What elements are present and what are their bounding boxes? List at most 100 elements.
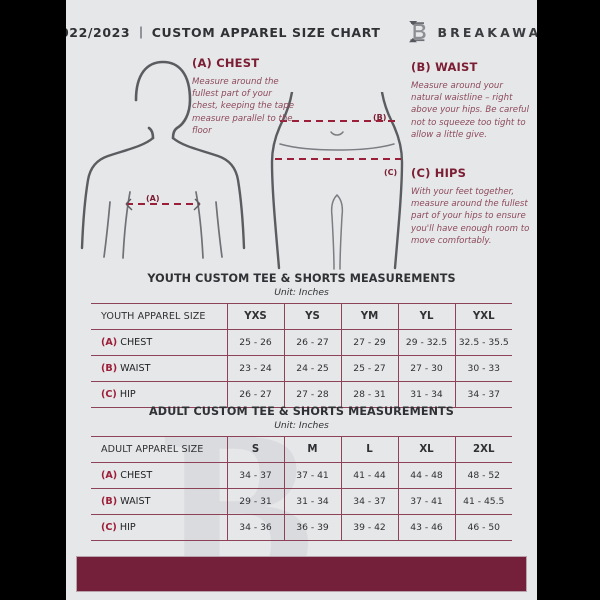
- adult-size-col-1: M: [283, 436, 341, 463]
- youth-chest-ym: 27 - 29: [340, 329, 398, 356]
- row-name: HIP: [116, 522, 136, 533]
- youth-size-col-1: YS: [283, 303, 341, 330]
- row-tag: (B): [101, 363, 118, 374]
- table-row: (B) WAIST 29 - 31 31 - 34 34 - 37 37 - 4…: [91, 488, 512, 515]
- table-row: (A) CHEST 34 - 37 37 - 41 41 - 44 44 - 4…: [91, 462, 512, 489]
- season-label: 2022/2023: [66, 24, 131, 40]
- row-name: CHEST: [117, 470, 153, 481]
- table-row: (C) HIP 34 - 36 36 - 39 39 - 42 43 - 46 …: [91, 514, 512, 541]
- youth-waist-yl: 27 - 30: [397, 355, 455, 382]
- adult-row-label-hip: (C) HIP: [91, 514, 227, 541]
- youth-row-label-waist: (B) WAIST: [91, 355, 227, 382]
- adult-hip-2xl: 46 - 50: [454, 514, 512, 541]
- breakaway-b-monogram-icon: [408, 21, 426, 43]
- adult-size-col-4: 2XL: [454, 436, 512, 463]
- youth-waist-yxl: 30 - 33: [454, 355, 512, 382]
- youth-waist-ym: 25 - 27: [340, 355, 398, 382]
- youth-waist-yxs: 23 - 24: [226, 355, 284, 382]
- callout-hips-heading: (C) HIPS: [411, 166, 467, 180]
- adult-waist-s: 29 - 31: [226, 488, 284, 515]
- row-tag: (A): [101, 337, 118, 348]
- youth-hip-yxl: 34 - 37: [454, 381, 512, 408]
- callout-chest-body: Measure around the fullest part of your …: [192, 77, 295, 136]
- youth-chest-yxl: 32.5 - 35.5: [454, 329, 512, 356]
- brand-name: BREAKAWAY: [437, 24, 537, 40]
- adult-chest-xl: 44 - 48: [397, 462, 455, 489]
- adult-chest-m: 37 - 41: [283, 462, 341, 489]
- callout-waist-body: Measure around your natural waistline – …: [411, 81, 529, 140]
- adult-size-table: ADULT APPAREL SIZE S M L XL 2XL (A) CHES…: [91, 436, 512, 541]
- table-header-row: ADULT APPAREL SIZE S M L XL 2XL: [91, 436, 512, 463]
- youth-table-title: YOUTH CUSTOM TEE & SHORTS MEASUREMENTS: [147, 272, 456, 285]
- adult-waist-l: 34 - 37: [340, 488, 398, 515]
- youth-size-col-3: YL: [397, 303, 455, 330]
- brand-lockup: BREAKAWAY: [407, 19, 537, 45]
- adult-row-header-label: ADULT APPAREL SIZE: [91, 436, 227, 463]
- row-tag: (C): [101, 389, 117, 400]
- row-name: CHEST: [117, 337, 153, 348]
- adult-size-col-0: S: [226, 436, 284, 463]
- footer-bar: [76, 556, 527, 592]
- row-name: WAIST: [117, 496, 151, 507]
- callout-waist-heading: (B) WAIST: [411, 60, 478, 74]
- callout-chest-heading: (A) CHEST: [192, 56, 260, 70]
- youth-size-table-block: YOUTH CUSTOM TEE & SHORTS MEASUREMENTS U…: [91, 272, 512, 408]
- hips-marker-label: (C): [384, 168, 398, 177]
- adult-hip-s: 34 - 36: [226, 514, 284, 541]
- page-header: 2022/2023 | CUSTOM APPAREL SIZE CHART BR…: [66, 18, 537, 46]
- youth-row-header-label: YOUTH APPAREL SIZE: [91, 303, 227, 330]
- row-name: WAIST: [117, 363, 151, 374]
- youth-chest-yl: 29 - 32.5: [397, 329, 455, 356]
- header-separator: |: [139, 25, 143, 39]
- adult-hip-l: 39 - 42: [340, 514, 398, 541]
- youth-hip-yxs: 26 - 27: [226, 381, 284, 408]
- row-tag: (A): [101, 470, 118, 481]
- adult-chest-l: 41 - 44: [340, 462, 398, 489]
- callout-waist: (B) WAIST Measure around your natural wa…: [411, 60, 529, 141]
- row-name: HIP: [116, 389, 136, 400]
- adult-table-title: ADULT CUSTOM TEE & SHORTS MEASUREMENTS: [149, 405, 454, 418]
- chest-marker-label: (A): [146, 194, 160, 203]
- adult-waist-m: 31 - 34: [283, 488, 341, 515]
- table-row: (C) HIP 26 - 27 27 - 28 28 - 31 31 - 34 …: [91, 381, 512, 408]
- adult-size-col-3: XL: [397, 436, 455, 463]
- youth-hip-yl: 31 - 34: [397, 381, 455, 408]
- callout-chest: (A) CHEST Measure around the fullest par…: [192, 56, 300, 137]
- adult-hip-xl: 43 - 46: [397, 514, 455, 541]
- youth-hip-ym: 28 - 31: [340, 381, 398, 408]
- size-chart-page: B 2022/2023 | CUSTOM APPAREL SIZE CHART …: [66, 0, 537, 600]
- youth-table-unit: Unit: Inches: [274, 287, 329, 298]
- youth-size-col-2: YM: [340, 303, 398, 330]
- adult-hip-m: 36 - 39: [283, 514, 341, 541]
- adult-waist-2xl: 41 - 45.5: [454, 488, 512, 515]
- lower-body-silhouette: [270, 92, 404, 270]
- table-row: (B) WAIST 23 - 24 24 - 25 25 - 27 27 - 3…: [91, 355, 512, 382]
- waist-marker-label: (B): [373, 113, 387, 122]
- youth-size-col-0: YXS: [226, 303, 284, 330]
- table-row: (A) CHEST 25 - 26 26 - 27 27 - 29 29 - 3…: [91, 329, 512, 356]
- adult-size-col-2: L: [340, 436, 398, 463]
- adult-chest-2xl: 48 - 52: [454, 462, 512, 489]
- adult-size-table-block: ADULT CUSTOM TEE & SHORTS MEASUREMENTS U…: [91, 405, 512, 541]
- youth-chest-yxs: 25 - 26: [226, 329, 284, 356]
- youth-row-label-hip: (C) HIP: [91, 381, 227, 408]
- youth-chest-ys: 26 - 27: [283, 329, 341, 356]
- measurement-illustrations: (A) (B) (C) (A) CHEST Measure around the…: [66, 50, 537, 272]
- youth-waist-ys: 24 - 25: [283, 355, 341, 382]
- callout-hips-body: With your feet together, measure around …: [411, 187, 530, 246]
- table-header-row: YOUTH APPAREL SIZE YXS YS YM YL YXL: [91, 303, 512, 330]
- upper-body-silhouette: [80, 60, 246, 259]
- page-title: CUSTOM APPAREL SIZE CHART: [151, 24, 381, 40]
- youth-row-label-chest: (A) CHEST: [91, 329, 227, 356]
- youth-hip-ys: 27 - 28: [283, 381, 341, 408]
- adult-row-label-waist: (B) WAIST: [91, 488, 227, 515]
- adult-chest-s: 34 - 37: [226, 462, 284, 489]
- youth-size-col-4: YXL: [454, 303, 512, 330]
- row-tag: (B): [101, 496, 118, 507]
- adult-waist-xl: 37 - 41: [397, 488, 455, 515]
- youth-size-table: YOUTH APPAREL SIZE YXS YS YM YL YXL (A) …: [91, 303, 512, 408]
- adult-row-label-chest: (A) CHEST: [91, 462, 227, 489]
- adult-table-unit: Unit: Inches: [274, 420, 329, 431]
- callout-hips: (C) HIPS With your feet together, measur…: [411, 166, 531, 247]
- row-tag: (C): [101, 522, 117, 533]
